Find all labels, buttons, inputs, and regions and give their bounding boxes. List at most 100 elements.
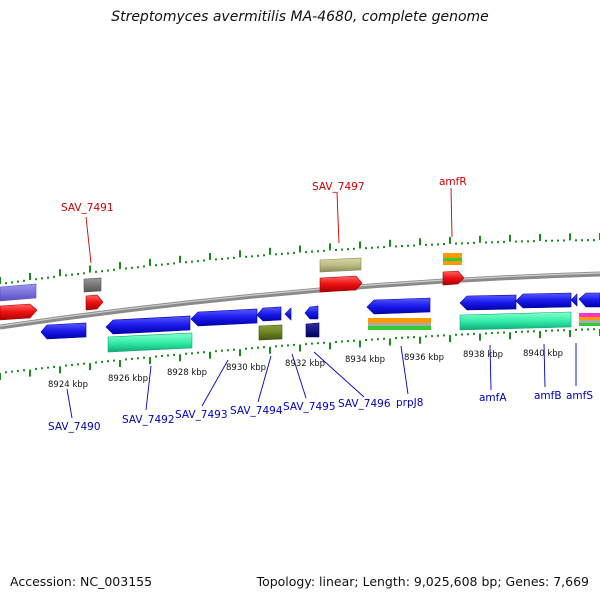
gene-bar	[443, 253, 462, 258]
minor-tick	[41, 277, 43, 280]
gene-bar	[443, 261, 462, 265]
gene-arrow	[40, 322, 87, 340]
minor-tick	[335, 249, 337, 251]
minor-tick	[461, 242, 463, 245]
minor-tick	[563, 329, 565, 332]
gene-bar	[107, 332, 193, 353]
minor-tick	[281, 344, 283, 347]
minor-tick	[521, 240, 523, 243]
minor-tick	[533, 330, 535, 333]
gene-arrow	[570, 293, 578, 307]
gene-label-sav7491: SAV_7491	[61, 202, 114, 214]
gene-bar	[579, 313, 600, 317]
minor-tick	[227, 349, 229, 352]
minor-tick	[473, 241, 475, 244]
minor-tick	[257, 346, 259, 349]
minor-tick	[131, 357, 133, 360]
gene-arrow	[85, 294, 104, 311]
gene-label-sav7492: SAV_7492	[122, 414, 175, 426]
minor-tick	[251, 347, 253, 350]
minor-tick	[365, 247, 367, 250]
major-tick	[119, 262, 121, 270]
bottom-gene-labels: SAV_7490 SAV_7492 SAV_7493 SAV_7494 SAV_…	[48, 343, 593, 433]
minor-tick	[107, 269, 109, 272]
gene-arrow	[190, 308, 258, 327]
major-tick	[59, 366, 61, 374]
minor-tick	[323, 341, 325, 344]
minor-tick	[11, 281, 13, 284]
major-tick	[419, 238, 421, 246]
accession-text: Accession: NC_003155	[10, 574, 153, 589]
scale-label: 8936 kbp	[404, 353, 444, 363]
minor-tick	[545, 239, 547, 242]
genome-backbone	[0, 271, 600, 330]
minor-tick	[533, 240, 535, 243]
minor-tick	[365, 339, 367, 341]
minor-tick	[581, 239, 583, 242]
minor-tick	[395, 337, 397, 340]
minor-tick	[233, 256, 235, 259]
major-tick	[539, 331, 541, 339]
gene-arrow	[256, 306, 282, 322]
minor-tick	[35, 367, 37, 370]
minor-tick	[455, 242, 457, 245]
minor-tick	[497, 331, 499, 334]
minor-tick	[467, 242, 469, 245]
major-tick	[479, 235, 481, 243]
minor-tick	[53, 365, 55, 368]
minor-tick	[173, 353, 175, 356]
gene-bar	[305, 322, 320, 338]
major-tick	[479, 333, 481, 341]
gene-arrow	[515, 292, 572, 309]
minor-tick	[581, 328, 583, 331]
minor-tick	[113, 268, 115, 271]
scale-label: 8934 kbp	[345, 355, 385, 365]
minor-tick	[143, 356, 145, 359]
minor-tick	[287, 344, 289, 347]
minor-tick	[311, 342, 313, 345]
minor-tick	[467, 333, 469, 336]
gene-arrow	[366, 297, 431, 315]
major-tick	[179, 354, 181, 362]
minor-tick	[443, 334, 445, 337]
minor-tick	[161, 355, 163, 357]
minor-tick	[203, 259, 205, 262]
minor-tick	[293, 343, 295, 346]
minor-tick	[161, 263, 163, 266]
gene-bar	[443, 258, 462, 261]
minor-tick	[341, 340, 343, 343]
minor-tick	[401, 336, 403, 339]
major-tick	[359, 340, 361, 348]
major-tick	[89, 265, 91, 273]
major-tick	[419, 336, 421, 344]
major-tick	[209, 351, 211, 359]
gene-bar	[258, 324, 283, 341]
minor-tick	[587, 328, 589, 331]
major-tick	[449, 335, 451, 343]
gene-bar	[459, 311, 572, 331]
minor-tick	[65, 364, 67, 367]
minor-tick	[125, 267, 127, 270]
minor-tick	[311, 250, 313, 253]
minor-tick	[275, 253, 277, 256]
minor-tick	[95, 361, 97, 364]
minor-tick	[557, 329, 559, 332]
major-tick	[449, 236, 451, 244]
major-tick	[569, 233, 571, 241]
scale-track-bottom	[0, 328, 600, 380]
scale-label: 8938 kbp	[463, 350, 503, 360]
gene-arrow	[319, 275, 363, 293]
minor-tick	[5, 371, 7, 374]
gene-label-amfr: amfR	[439, 176, 467, 188]
minor-tick	[263, 346, 265, 349]
minor-tick	[593, 328, 595, 331]
gene-arrow	[304, 305, 319, 320]
gene-bar	[579, 320, 600, 323]
minor-tick	[17, 280, 19, 283]
major-tick	[149, 357, 151, 365]
scale-label: 8930 kbp	[226, 363, 266, 373]
gene-label-sav7496: SAV_7496	[338, 398, 391, 410]
gene-arrow	[0, 303, 38, 321]
scale-label: 8926 kbp	[108, 374, 148, 384]
